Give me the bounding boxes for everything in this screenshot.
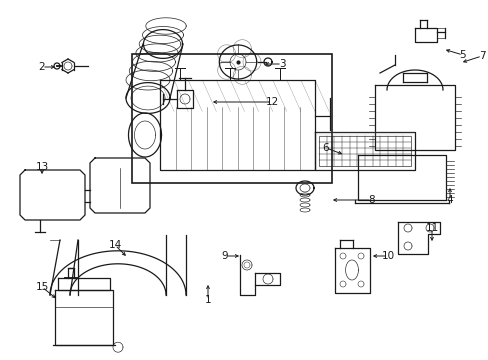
Text: 6: 6	[322, 143, 328, 153]
Text: 2: 2	[39, 62, 45, 72]
Text: 12: 12	[265, 97, 278, 107]
Bar	[132, 54, 331, 183]
Text: 10: 10	[381, 251, 394, 261]
Text: 4: 4	[446, 195, 452, 205]
Text: 14: 14	[108, 240, 122, 250]
Text: 13: 13	[35, 162, 48, 172]
Text: 9: 9	[221, 251, 228, 261]
Text: 1: 1	[204, 295, 211, 305]
Text: 8: 8	[368, 195, 375, 205]
Text: 3: 3	[278, 59, 285, 69]
Text: 11: 11	[425, 223, 438, 233]
Text: 5: 5	[459, 50, 466, 60]
Text: 15: 15	[35, 282, 48, 292]
Bar	[318, 136, 410, 166]
Text: 7: 7	[478, 51, 484, 61]
